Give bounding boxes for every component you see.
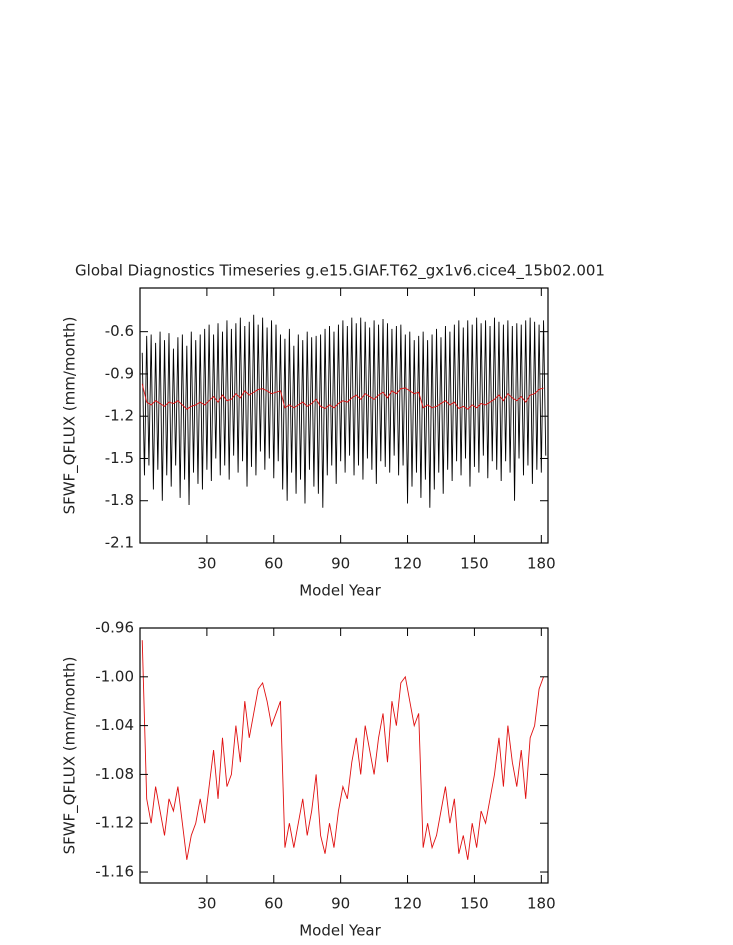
plot-frame — [139, 287, 549, 544]
x-axis-label: Model Year — [299, 922, 381, 940]
y-tick-label: -2.1 — [105, 534, 134, 552]
data-line — [141, 383, 544, 410]
data-line — [141, 314, 547, 508]
x-tick-label: 120 — [393, 895, 422, 913]
y-tick-label: -1.16 — [95, 863, 134, 881]
plot-frame — [139, 627, 549, 884]
x-tick-label: 90 — [331, 895, 350, 913]
y-tick-label: -0.6 — [105, 322, 134, 340]
x-tick-label: 150 — [460, 555, 489, 573]
y-tick-label: -1.08 — [95, 765, 134, 783]
y-tick-label: -1.00 — [95, 667, 134, 685]
y-tick-label: -1.04 — [95, 716, 134, 734]
y-axis-label: SFWF_QFLUX (mm/month) — [61, 657, 80, 855]
x-tick-label: 60 — [264, 895, 283, 913]
y-tick-label: -0.9 — [105, 364, 134, 382]
chart-title: Global Diagnostics Timeseries g.e15.GIAF… — [75, 262, 605, 281]
x-tick-label: 180 — [527, 555, 556, 573]
x-tick-label: 60 — [264, 555, 283, 573]
x-tick-label: 150 — [460, 895, 489, 913]
x-tick-label: 180 — [527, 895, 556, 913]
x-tick-label: 90 — [331, 555, 350, 573]
y-tick-label: -1.8 — [105, 491, 134, 509]
x-tick-label: 120 — [393, 555, 422, 573]
x-tick-label: 30 — [197, 555, 216, 573]
y-axis-label: SFWF_QFLUX (mm/month) — [61, 317, 80, 515]
y-tick-label: -1.5 — [105, 449, 134, 467]
data-line — [141, 640, 544, 860]
x-axis-label: Model Year — [299, 582, 381, 600]
y-tick-label: -1.12 — [95, 814, 134, 832]
y-tick-label: -0.96 — [95, 619, 134, 637]
y-tick-label: -1.2 — [105, 407, 134, 425]
x-tick-label: 30 — [197, 895, 216, 913]
